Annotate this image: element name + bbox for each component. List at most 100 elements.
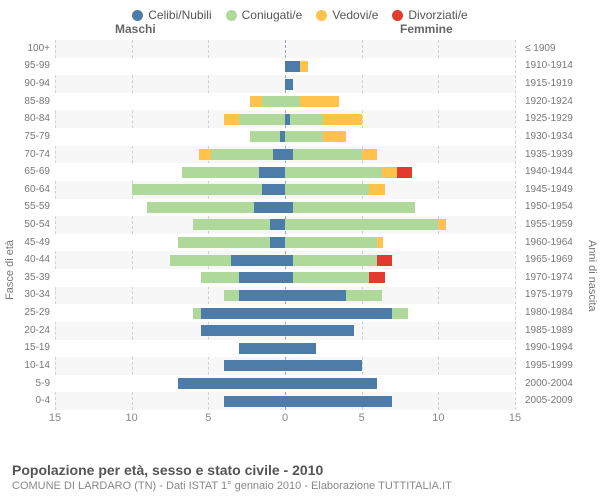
bar-male-ved bbox=[250, 96, 262, 107]
birth-label: 1925-1929 bbox=[525, 112, 600, 126]
bar-male-con bbox=[193, 219, 270, 230]
bar-male-con bbox=[239, 114, 285, 125]
bar-male-con bbox=[182, 167, 259, 178]
female-header: Femmine bbox=[400, 22, 453, 36]
bar-male-cel bbox=[270, 237, 285, 248]
age-row bbox=[55, 110, 515, 128]
bar-female-cel bbox=[285, 255, 293, 266]
age-row bbox=[55, 357, 515, 375]
age-label: 70-74 bbox=[0, 148, 50, 162]
birth-label: 1915-1919 bbox=[525, 77, 600, 91]
x-tick: 5 bbox=[205, 412, 211, 424]
age-label: 95-99 bbox=[0, 59, 50, 73]
bar-female-cel bbox=[285, 343, 316, 354]
bar-female-con bbox=[293, 149, 362, 160]
legend-swatch bbox=[392, 10, 403, 21]
age-row bbox=[55, 58, 515, 76]
legend-item: Vedovi/e bbox=[316, 8, 378, 22]
age-row bbox=[55, 146, 515, 164]
x-tick: 5 bbox=[359, 412, 365, 424]
bar-male-con bbox=[224, 290, 239, 301]
birth-label: 2005-2009 bbox=[525, 394, 600, 408]
bar-female-cel bbox=[285, 378, 377, 389]
bar-male-con bbox=[147, 202, 254, 213]
birth-label: 1955-1959 bbox=[525, 218, 600, 232]
male-header: Maschi bbox=[115, 22, 156, 36]
age-row bbox=[55, 181, 515, 199]
x-tick: 10 bbox=[126, 412, 138, 424]
bar-male-cel bbox=[259, 167, 285, 178]
legend-label: Coniugati/e bbox=[242, 8, 303, 22]
bar-female-cel bbox=[285, 149, 293, 160]
bar-female-ved bbox=[377, 237, 383, 248]
bar-female-con bbox=[285, 131, 323, 142]
age-label: 55-59 bbox=[0, 200, 50, 214]
legend-item: Celibi/Nubili bbox=[132, 8, 211, 22]
bar-female-con bbox=[290, 114, 324, 125]
age-row bbox=[55, 392, 515, 410]
bar-male-ved bbox=[224, 114, 239, 125]
age-label: 60-64 bbox=[0, 183, 50, 197]
bar-female-con bbox=[293, 255, 377, 266]
age-row bbox=[55, 251, 515, 269]
legend-label: Vedovi/e bbox=[332, 8, 378, 22]
bar-female-con bbox=[285, 219, 438, 230]
bar-male-cel bbox=[178, 378, 285, 389]
bar-female-con bbox=[392, 308, 407, 319]
bar-female-div bbox=[377, 255, 392, 266]
bar-female-con bbox=[285, 96, 300, 107]
bar-female-ved bbox=[362, 149, 377, 160]
age-label: 20-24 bbox=[0, 324, 50, 338]
age-row bbox=[55, 93, 515, 111]
age-label: 85-89 bbox=[0, 95, 50, 109]
birth-label: 1960-1964 bbox=[525, 236, 600, 250]
x-tick: 0 bbox=[282, 412, 288, 424]
bar-female-ved bbox=[369, 184, 384, 195]
bar-female-cel bbox=[285, 325, 354, 336]
age-label: 5-9 bbox=[0, 377, 50, 391]
age-row bbox=[55, 287, 515, 305]
bar-male-con bbox=[132, 184, 262, 195]
bar-male-cel bbox=[270, 219, 285, 230]
bar-female-ved bbox=[323, 131, 346, 142]
bar-male-con bbox=[211, 149, 272, 160]
bar-male-cel bbox=[201, 308, 285, 319]
bar-female-cel bbox=[285, 396, 392, 407]
age-row bbox=[55, 304, 515, 322]
age-label: 10-14 bbox=[0, 359, 50, 373]
plot bbox=[55, 40, 515, 410]
bar-male-con bbox=[250, 131, 281, 142]
bar-male-cel bbox=[262, 184, 285, 195]
bar-male-cel bbox=[239, 343, 285, 354]
age-row bbox=[55, 216, 515, 234]
birth-label: 1935-1939 bbox=[525, 148, 600, 162]
bar-female-div bbox=[397, 167, 412, 178]
bar-male-con bbox=[193, 308, 201, 319]
legend-swatch bbox=[132, 10, 143, 21]
bar-female-cel bbox=[285, 290, 346, 301]
legend: Celibi/NubiliConiugati/eVedovi/eDivorzia… bbox=[0, 0, 600, 22]
bar-male-cel bbox=[254, 202, 285, 213]
bar-female-ved bbox=[438, 219, 446, 230]
birth-label: 1975-1979 bbox=[525, 288, 600, 302]
birth-label: ≤ 1909 bbox=[525, 42, 600, 56]
bar-male-cel bbox=[231, 255, 285, 266]
birth-label: 2000-2004 bbox=[525, 377, 600, 391]
age-row bbox=[55, 340, 515, 358]
x-tick: 15 bbox=[509, 412, 521, 424]
age-row bbox=[55, 128, 515, 146]
birth-label: 1980-1984 bbox=[525, 306, 600, 320]
age-label: 15-19 bbox=[0, 341, 50, 355]
age-label: 50-54 bbox=[0, 218, 50, 232]
age-label: 80-84 bbox=[0, 112, 50, 126]
bar-female-cel bbox=[285, 79, 293, 90]
birth-label: 1965-1969 bbox=[525, 253, 600, 267]
bar-male-ved bbox=[199, 149, 211, 160]
bar-male-con bbox=[201, 272, 239, 283]
bar-male-cel bbox=[239, 272, 285, 283]
bar-female-div bbox=[369, 272, 384, 283]
birth-label: 1990-1994 bbox=[525, 341, 600, 355]
age-row bbox=[55, 75, 515, 93]
bar-female-cel bbox=[285, 272, 293, 283]
age-label: 0-4 bbox=[0, 394, 50, 408]
